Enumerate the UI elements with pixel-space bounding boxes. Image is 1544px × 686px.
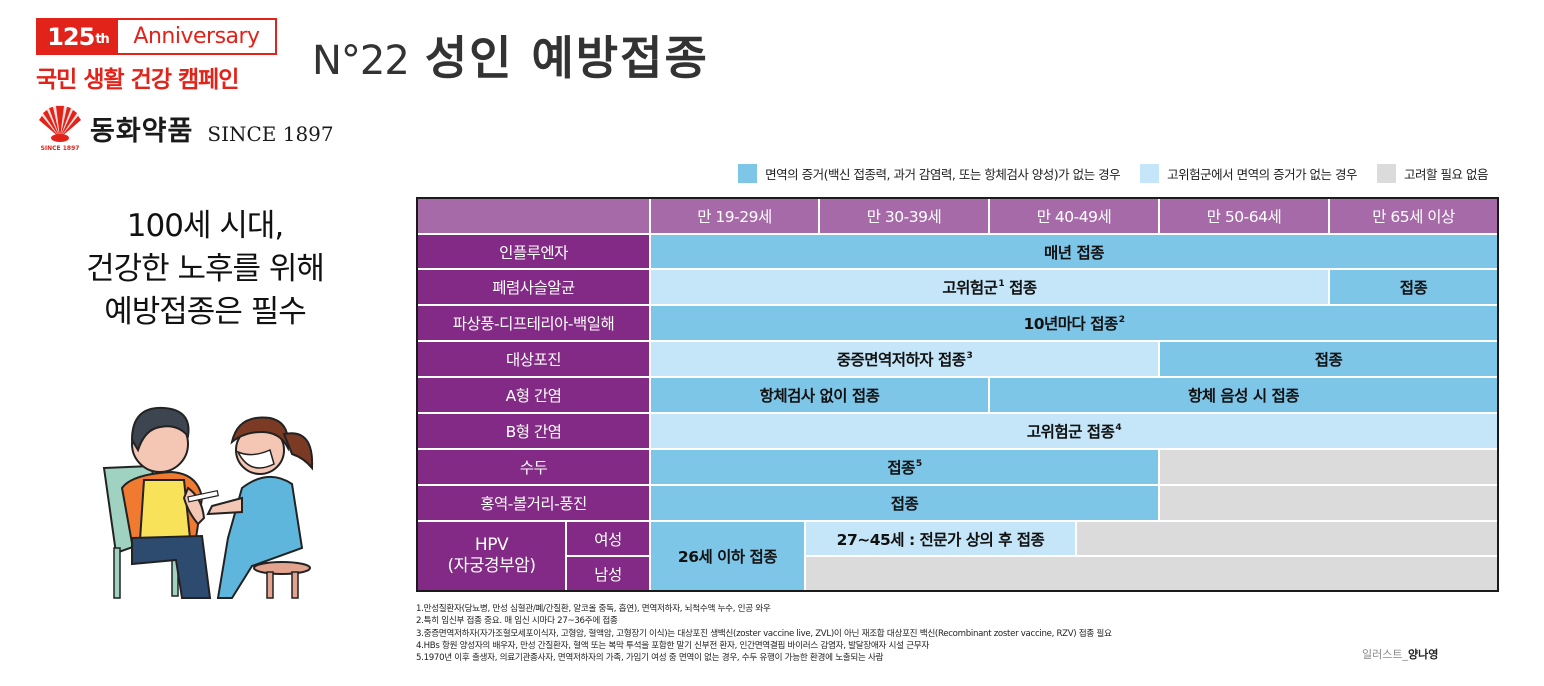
footnote-1: 1.만성질환자(당뇨병, 만성 심혈관/폐/간질환, 알코올 중독, 흡연), … (416, 604, 771, 614)
cell-zoster-50plus: 접종 (1160, 342, 1497, 376)
cell-hepatitis-a-40plus: 항체 음성 시 접종 (990, 378, 1497, 412)
footnote-ref: 5 (915, 459, 922, 469)
footnote-ref: 3 (966, 351, 973, 361)
brand-logo: SINCE 1897 동화약품 SINCE 1897 (36, 104, 334, 152)
cell-mmr-19-49: 접종 (651, 486, 1158, 520)
cell-varicella-50plus (1160, 450, 1497, 484)
footnotes: 1.만성질환자(당뇨병, 만성 심혈관/폐/간질환, 알코올 중독, 흡연), … (416, 603, 1112, 664)
row-header-hepatitis-b: B형 간염 (418, 414, 649, 448)
cell-hpv-female-27-45: 27~45세 : 전문가 상의 후 접종 (806, 522, 1075, 555)
cell-text-suffix: 접종 (1004, 279, 1037, 297)
legend-swatch (1377, 164, 1397, 183)
cell-text: 중증면역저하자 접종 (836, 351, 966, 369)
column-header: 만 65세 이상 (1330, 199, 1497, 233)
column-header: 만 19-29세 (651, 199, 818, 233)
header-corner (418, 199, 649, 233)
cell-hpv-female-rest (1077, 522, 1497, 555)
hpv-label: HPV (474, 535, 509, 555)
footnote-ref: 1 (998, 279, 1005, 289)
illustrator-credit: 일러스트_양나영 (1362, 646, 1438, 662)
row-header-pneumococcal: 폐렴사슬알균 (418, 270, 649, 304)
credit-name: 양나영 (1407, 648, 1439, 661)
legend-label: 고위험군에서 면역의 증거가 없는 경우 (1167, 167, 1358, 182)
slogan-line-3: 예방접종은 필수 (104, 294, 307, 330)
issue-number: N°22 (312, 38, 410, 84)
vaccination-illustration (92, 388, 328, 600)
footnote-5: 5.1970년 이후 출생자, 의료기관종사자, 면역저하자의 가족, 가임기 … (416, 653, 884, 664)
legend-item-high-risk: 고위험군에서 면역의 증거가 없는 경우 (1140, 164, 1358, 183)
slogan: 100세 시대, 건강한 노후를 위해 예방접종은 필수 (40, 205, 370, 334)
cell-zoster-19-49: 중증면역저하자 접종 3 (651, 342, 1158, 376)
cell-influenza-all: 매년 접종 (651, 235, 1497, 268)
slogan-line-1: 100세 시대, (126, 208, 284, 244)
column-header: 만 30-39세 (820, 199, 988, 233)
footnote-4: 4.HBs 항원 양성자의 배우자, 만성 간질환자, 혈액 또는 복막 투석을… (416, 640, 930, 651)
page-title: N°22 성인 예방접종 (312, 22, 709, 88)
legend-swatch (738, 164, 758, 183)
title-text: 성인 예방접종 (424, 31, 709, 85)
row-header-influenza: 인플루엔자 (418, 235, 649, 268)
cell-pneumococcal-19-64: 고위험군 1 접종 (651, 270, 1328, 304)
cell-text: 고위험군 접종 (1026, 423, 1115, 441)
cell-text: 고위험군 (942, 279, 998, 297)
footnote-ref: 2 (1118, 315, 1125, 325)
anniversary-suffix: th (95, 32, 110, 47)
legend-item-no-immunity: 면역의 증거(백신 접종력, 과거 감염력, 또는 항체검사 양성)가 없는 경… (738, 164, 1121, 183)
vaccination-schedule-table: 만 19-29세 만 30-39세 만 40-49세 만 50-64세 만 65… (416, 197, 1499, 592)
row-header-hpv-female: 여성 (567, 522, 649, 555)
cell-mmr-50plus (1160, 486, 1497, 520)
row-header-varicella: 수두 (418, 450, 649, 484)
brand-name: 동화약품 (90, 116, 194, 147)
legend-swatch (1140, 164, 1160, 183)
row-header-hpv: HPV (자궁경부암) (418, 522, 565, 590)
anniversary-word: Anniversary (133, 24, 260, 49)
column-header: 만 40-49세 (990, 199, 1158, 233)
campaign-title: 국민 생활 건강 캠페인 (36, 67, 239, 93)
cell-pneumococcal-65plus: 접종 (1330, 270, 1497, 304)
credit-label: 일러스트_ (1362, 648, 1408, 661)
legend-label: 면역의 증거(백신 접종력, 과거 감염력, 또는 항체검사 양성)가 없는 경… (765, 167, 1121, 182)
footnote-2: 2.특히 임신부 접종 중요. 매 임신 시마다 27~36주에 접종 (416, 616, 618, 627)
cell-tdap-all: 10년마다 접종 2 (651, 306, 1497, 340)
cell-hepatitis-a-19-39: 항체검사 없이 접종 (651, 378, 988, 412)
row-header-zoster: 대상포진 (418, 342, 649, 376)
cell-hepatitis-b-all: 고위험군 접종 4 (651, 414, 1497, 448)
fan-logo-icon: SINCE 1897 (36, 104, 84, 152)
anniversary-number-text: 125 (47, 22, 95, 51)
brand-since: SINCE 1897 (207, 122, 334, 146)
column-header: 만 50-64세 (1160, 199, 1328, 233)
legend-label: 고려할 필요 없음 (1404, 167, 1488, 182)
row-header-mmr: 홍역-볼거리-풍진 (418, 486, 649, 520)
cell-hpv-26-under: 26세 이하 접종 (651, 522, 804, 590)
row-header-hepatitis-a: A형 간염 (418, 378, 649, 412)
cell-hpv-male-rest (806, 557, 1497, 590)
slogan-line-2: 건강한 노후를 위해 (86, 251, 325, 287)
hpv-sublabel: (자궁경부암) (447, 556, 536, 576)
row-header-hpv-male: 남성 (567, 557, 649, 590)
cell-text: 10년마다 접종 (1023, 315, 1118, 333)
cell-varicella-19-49: 접종 5 (651, 450, 1158, 484)
brand-since-small: SINCE 1897 (40, 145, 80, 152)
footnote-3: 3.중증면역저하자(자가조혈모세포이식자, 고형암, 혈액암, 고형장기 이식)… (416, 628, 1112, 639)
footnote-ref: 4 (1115, 423, 1122, 433)
legend-item-not-needed: 고려할 필요 없음 (1377, 164, 1488, 183)
legend: 면역의 증거(백신 접종력, 과거 감염력, 또는 항체검사 양성)가 없는 경… (738, 164, 1488, 183)
row-header-tdap: 파상풍-디프테리아-백일해 (418, 306, 649, 340)
cell-text: 접종 (887, 459, 915, 477)
